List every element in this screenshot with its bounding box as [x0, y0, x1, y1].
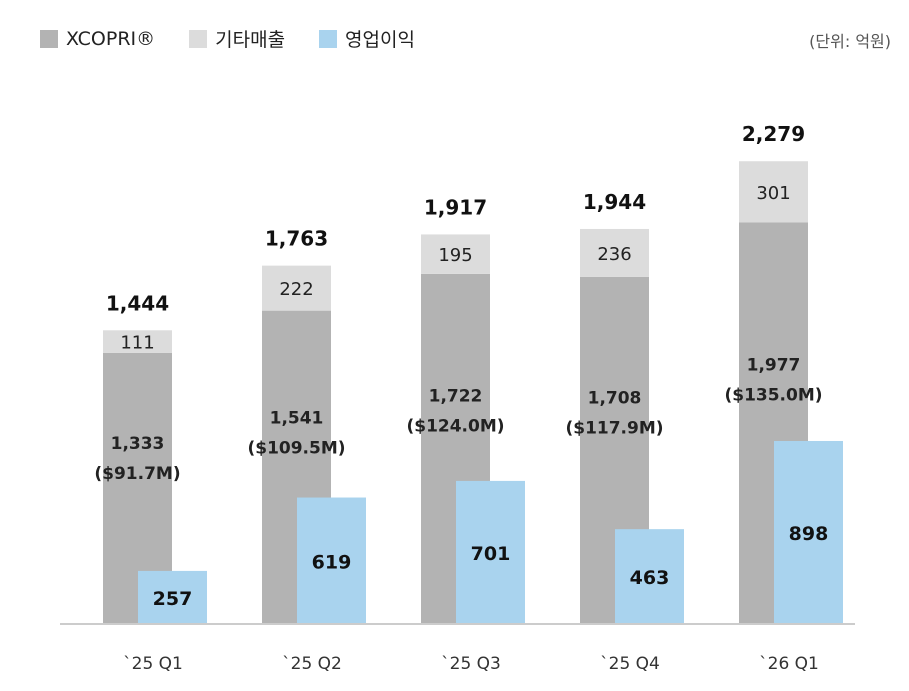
label-other-sales: 222 — [279, 279, 313, 300]
legend-label-other-sales: 기타매출 — [215, 29, 286, 51]
label-xcopri-usd: ($117.9M) — [565, 418, 663, 438]
bar-other-sales — [580, 228, 649, 277]
label-other-sales: 301 — [756, 183, 790, 204]
label-total: 2,279 — [742, 122, 805, 146]
legend-item-operating-profit: 영업이익 — [319, 25, 415, 52]
label-other-sales: 236 — [597, 244, 631, 265]
x-tick-label: `25 Q4 — [600, 654, 660, 674]
label-total: 1,763 — [265, 227, 328, 251]
legend: XCOPRI® 기타매출 영업이익 — [40, 25, 449, 52]
x-tick-label: `25 Q3 — [441, 654, 501, 674]
bar-operating-profit — [774, 440, 843, 623]
bar-other-sales — [739, 161, 808, 223]
bar-other-sales — [262, 265, 331, 311]
label-xcopri-usd: ($109.5M) — [247, 439, 345, 459]
label-operating-profit: 701 — [471, 543, 511, 565]
label-operating-profit: 257 — [153, 588, 193, 610]
label-xcopri-usd: ($135.0M) — [724, 386, 822, 406]
legend-swatch-operating-profit — [319, 29, 338, 48]
label-xcopri: 1,708 — [588, 388, 642, 408]
x-tick-label: `25 Q1 — [123, 654, 183, 674]
bar-other-sales — [103, 330, 172, 353]
label-total: 1,944 — [583, 190, 646, 214]
label-xcopri: 1,333 — [111, 434, 165, 454]
legend-swatch-xcopri — [40, 29, 58, 48]
label-total: 1,917 — [424, 195, 487, 219]
bar-other-sales — [421, 234, 490, 274]
legend-label-xcopri: XCOPRI® — [66, 27, 156, 50]
bar-operating-profit — [615, 529, 684, 623]
label-operating-profit: 898 — [789, 523, 829, 545]
label-other-sales: 195 — [438, 245, 472, 266]
label-xcopri: 1,977 — [747, 356, 801, 376]
label-operating-profit: 463 — [630, 567, 670, 589]
label-xcopri: 1,541 — [270, 409, 324, 429]
label-xcopri-usd: ($124.0M) — [406, 417, 504, 437]
label-other-sales: 111 — [120, 333, 154, 354]
bar-operating-profit — [138, 570, 207, 623]
legend-label-operating-profit: 영업이익 — [345, 29, 415, 51]
label-xcopri-usd: ($91.7M) — [94, 464, 180, 484]
legend-item-other-sales: 기타매출 — [189, 25, 285, 52]
bar-operating-profit — [456, 480, 525, 623]
label-total: 1,444 — [106, 291, 169, 315]
x-tick-label: `25 Q2 — [282, 654, 342, 674]
unit-label: (단위: 억원) — [809, 32, 891, 51]
label-operating-profit: 619 — [312, 551, 352, 573]
legend-swatch-other-sales — [189, 29, 208, 48]
legend-item-xcopri: XCOPRI® — [40, 28, 155, 50]
x-tick-label: `26 Q1 — [759, 654, 819, 674]
label-xcopri: 1,722 — [429, 387, 483, 407]
bar-operating-profit — [297, 497, 366, 623]
